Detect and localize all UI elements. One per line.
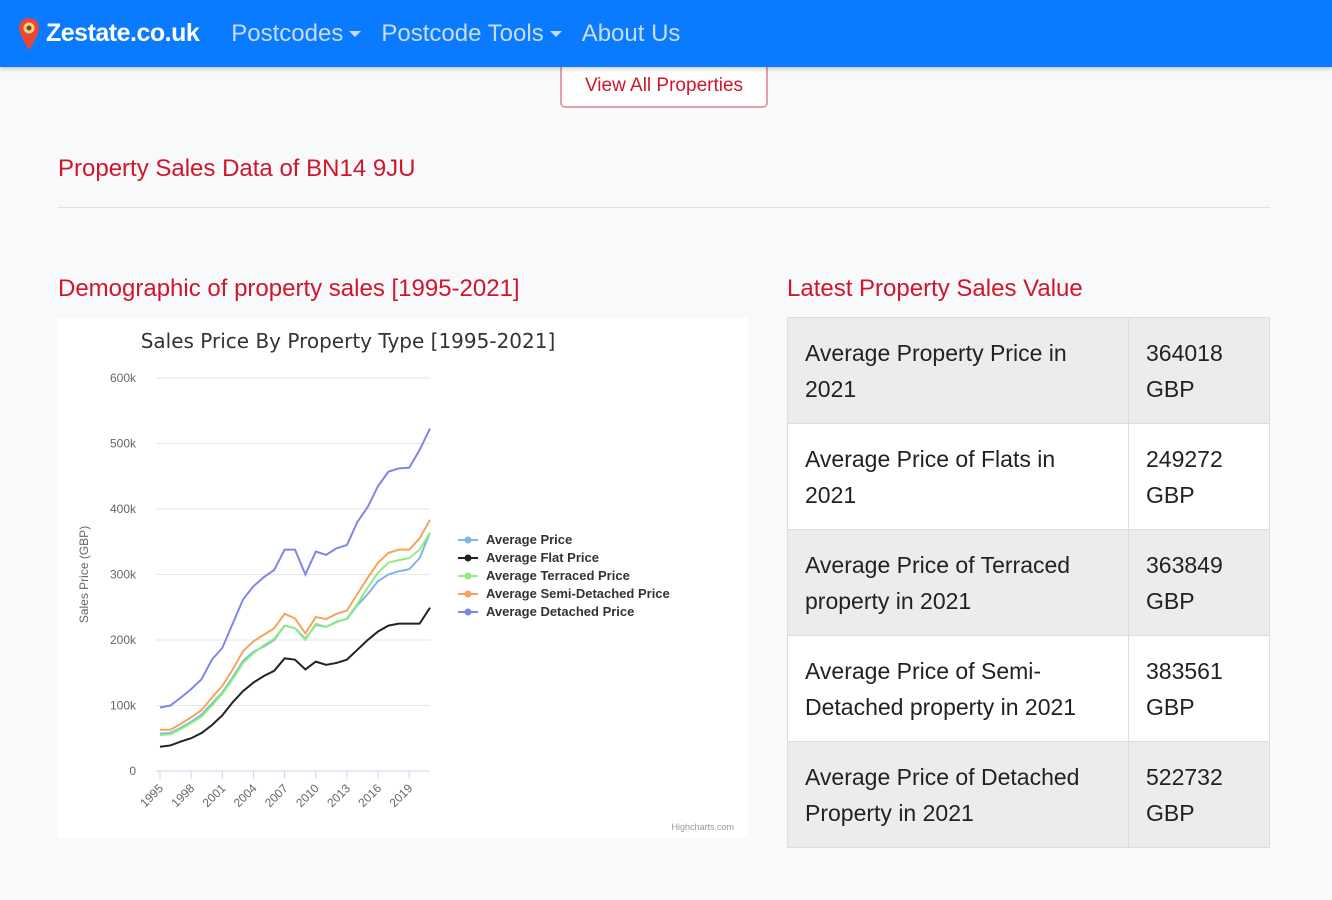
nav-postcode-tools[interactable]: Postcode Tools [381,19,562,48]
latest-sales-table: Average Property Price in 2021 364018 GBP… [787,317,1270,848]
x-tick-label: 1998 [168,781,197,810]
caret-down-icon [549,30,562,37]
row-label: Average Property Price in 2021 [787,317,1129,424]
table-row: Average Price of Flats in 2021 249272 GBP [787,423,1270,530]
legend-marker [464,590,472,598]
brand-logo[interactable]: Zestate.co.uk [18,17,200,50]
legend-marker [464,608,472,616]
legend-marker [464,536,472,544]
row-value: 249272 GBP [1128,423,1270,530]
page-title: Property Sales Data of BN14 9JU [58,155,416,182]
row-label: Average Price of Semi-Detached property … [787,635,1129,742]
series-line-average-terraced-price [159,532,431,736]
chart-credit: Highcharts.com [671,822,734,832]
legend-marker [464,572,472,580]
series-line-average-flat-price [159,607,431,748]
series-line-average-detached-price [159,428,431,709]
x-tick-label: 2010 [293,781,322,810]
nav-label: About Us [581,19,681,47]
row-label: Average Price of Terraced property in 20… [787,529,1129,636]
y-tick-label: 0 [129,764,136,778]
table-row: Average Price of Semi-Detached property … [787,635,1270,742]
nav-about-us[interactable]: About Us [582,20,681,48]
row-value: 363849 GBP [1128,529,1270,636]
nav-label: Postcode Tools [381,19,544,47]
y-tick-label: 200k [110,633,137,647]
y-axis-label: Sales Price (GBP) [77,526,91,623]
legend-item: Average Price [486,532,572,547]
caret-down-icon [349,30,362,37]
navbar: Zestate.co.uk Postcodes Postcode Tools A… [0,0,1332,67]
brand-name: Zestate.co.uk [46,19,200,47]
nav-label: Postcodes [231,19,344,47]
legend-item: Average Flat Price [486,550,599,565]
x-tick-label: 1995 [137,781,166,810]
row-label: Average Price of Detached Property in 20… [787,741,1129,848]
y-tick-label: 300k [110,568,137,582]
x-tick-label: 2016 [355,781,384,810]
row-value: 522732 GBP [1128,741,1270,848]
series-line-average-semi-detached-price [160,519,431,731]
divider [58,207,1270,208]
y-tick-label: 400k [110,502,137,516]
map-pin-icon [19,17,39,50]
legend-marker [464,554,472,562]
row-value: 383561 GBP [1128,635,1270,742]
table-row: Average Price of Terraced property in 20… [787,529,1270,636]
table-row: Average Price of Detached Property in 20… [787,741,1270,848]
legend-item: Average Terraced Price [486,568,630,583]
sales-price-chart: Sales Price By Property Type [1995-2021]… [58,318,748,838]
x-tick-label: 2013 [324,781,353,810]
table-row: Average Property Price in 2021 364018 GBP [787,317,1270,424]
chart-svg: Sales Price By Property Type [1995-2021]… [77,329,734,832]
row-value: 364018 GBP [1128,317,1270,424]
y-tick-label: 600k [110,371,137,385]
x-tick-label: 2019 [387,781,416,810]
row-label: Average Price of Flats in 2021 [787,423,1129,530]
legend-item: Average Semi-Detached Price [486,586,670,601]
y-tick-label: 500k [110,437,137,451]
y-tick-label: 100k [110,699,137,713]
legend-item: Average Detached Price [486,604,634,619]
latest-heading: Latest Property Sales Value [787,275,1083,302]
x-tick-label: 2007 [262,781,291,810]
demographic-heading: Demographic of property sales [1995-2021… [58,275,520,302]
x-tick-label: 2001 [200,781,229,810]
chart-title: Sales Price By Property Type [1995-2021] [141,329,556,353]
x-tick-label: 2004 [231,781,260,810]
nav-postcodes[interactable]: Postcodes [231,19,362,48]
